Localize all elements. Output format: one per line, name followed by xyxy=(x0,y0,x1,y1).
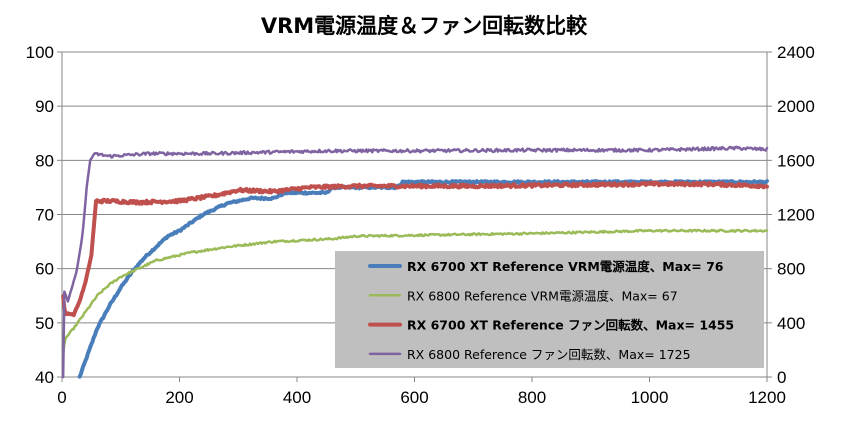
x-tick-label: 1200 xyxy=(748,388,786,407)
axes: 0 200 400 600 800 1000 12004050607080901000400… xyxy=(26,43,815,407)
x-tick-label: 400 xyxy=(283,388,311,407)
legend-label-3: RX 6800 Reference ファン回転数、Max= 1725 xyxy=(407,347,691,362)
y-right-tick-label: 2400 xyxy=(777,43,815,62)
series-line-1 xyxy=(61,228,769,356)
y-left-tick-label: 50 xyxy=(35,314,54,333)
series-line-3 xyxy=(61,145,769,379)
x-tick-label: 800 xyxy=(518,388,546,407)
series-lines xyxy=(61,145,769,379)
y-right-tick-label: 1600 xyxy=(777,151,815,170)
y-right-tick-label: 1200 xyxy=(777,206,815,225)
x-tick-label: 600 xyxy=(400,388,428,407)
legend-label-0: RX 6700 XT Reference VRM電源温度、Max= 76 xyxy=(407,259,724,274)
series-line-2 xyxy=(61,180,769,318)
y-left-tick-label: 60 xyxy=(35,260,54,279)
x-tick-label: 0 xyxy=(57,388,66,407)
chart-title: VRM電源温度＆ファン回転数比較 xyxy=(261,14,588,38)
x-tick-label: 200 xyxy=(165,388,193,407)
y-right-tick-label: 800 xyxy=(777,260,805,279)
y-left-tick-label: 90 xyxy=(35,97,54,116)
legend-label-1: RX 6800 Reference VRM電源温度、Max= 67 xyxy=(407,288,678,303)
y-left-tick-label: 100 xyxy=(26,43,54,62)
legend: RX 6700 XT Reference VRM電源温度、Max= 76 RX 6… xyxy=(335,251,764,368)
legend-label-2: RX 6700 XT Reference ファン回転数、Max= 1455 xyxy=(407,318,734,333)
y-right-tick-label: 2000 xyxy=(777,97,815,116)
y-left-tick-label: 80 xyxy=(35,151,54,170)
y-left-tick-label: 40 xyxy=(35,368,54,387)
y-right-tick-label: 400 xyxy=(777,314,805,333)
y-left-tick-label: 70 xyxy=(35,206,54,225)
y-right-tick-label: 0 xyxy=(777,368,786,387)
x-tick-label: 1000 xyxy=(631,388,669,407)
legend-box xyxy=(335,251,764,368)
